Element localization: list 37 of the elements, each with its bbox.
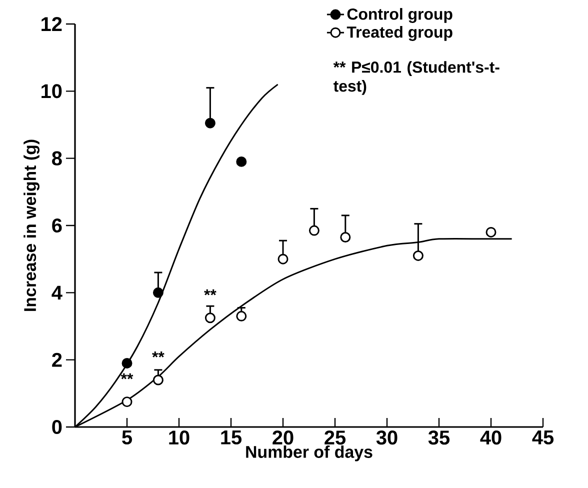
point bbox=[236, 156, 247, 167]
y-tick-label: 6 bbox=[52, 218, 62, 233]
point bbox=[308, 225, 320, 236]
x-tick-label: 40 bbox=[480, 430, 502, 445]
x-tick-label: 30 bbox=[376, 430, 398, 445]
x-tick-label: 45 bbox=[532, 430, 554, 444]
x-tick-label: 25 bbox=[324, 430, 346, 445]
x-tick-label: 5 bbox=[122, 430, 132, 444]
y-tick-label: 4 bbox=[52, 286, 62, 300]
point bbox=[278, 254, 288, 264]
point bbox=[122, 396, 132, 408]
y-tick-label: 12 bbox=[42, 17, 62, 31]
y-tick-label: 2 bbox=[52, 352, 62, 367]
x-tick-label: 10 bbox=[169, 430, 190, 445]
annotation: ** bbox=[204, 289, 216, 296]
legend-label: Treated group bbox=[346, 26, 452, 41]
x-axis-title: Number of days bbox=[246, 446, 372, 462]
x-tick-label: 20 bbox=[272, 430, 294, 445]
point bbox=[236, 310, 247, 322]
y-tick-label: 10 bbox=[42, 84, 62, 98]
point bbox=[204, 118, 216, 128]
point bbox=[486, 226, 496, 238]
x-tick-label: 35 bbox=[428, 430, 450, 445]
point bbox=[122, 358, 132, 368]
y-tick-label: 0 bbox=[52, 420, 62, 434]
x-tick-label: 15 bbox=[221, 430, 242, 444]
point bbox=[204, 312, 216, 324]
annotation: ** bbox=[120, 373, 134, 380]
point bbox=[152, 374, 164, 386]
point bbox=[412, 250, 424, 261]
point bbox=[152, 287, 164, 298]
point bbox=[340, 232, 351, 242]
annotation: ** P≤0.01 (Student's-t-test) bbox=[333, 61, 500, 95]
annotation: ** bbox=[152, 351, 164, 358]
y-tick-label: 8 bbox=[52, 151, 62, 166]
legend-label: Control group bbox=[347, 8, 452, 23]
y-axis-title: Increase in weight (g) bbox=[24, 140, 40, 311]
